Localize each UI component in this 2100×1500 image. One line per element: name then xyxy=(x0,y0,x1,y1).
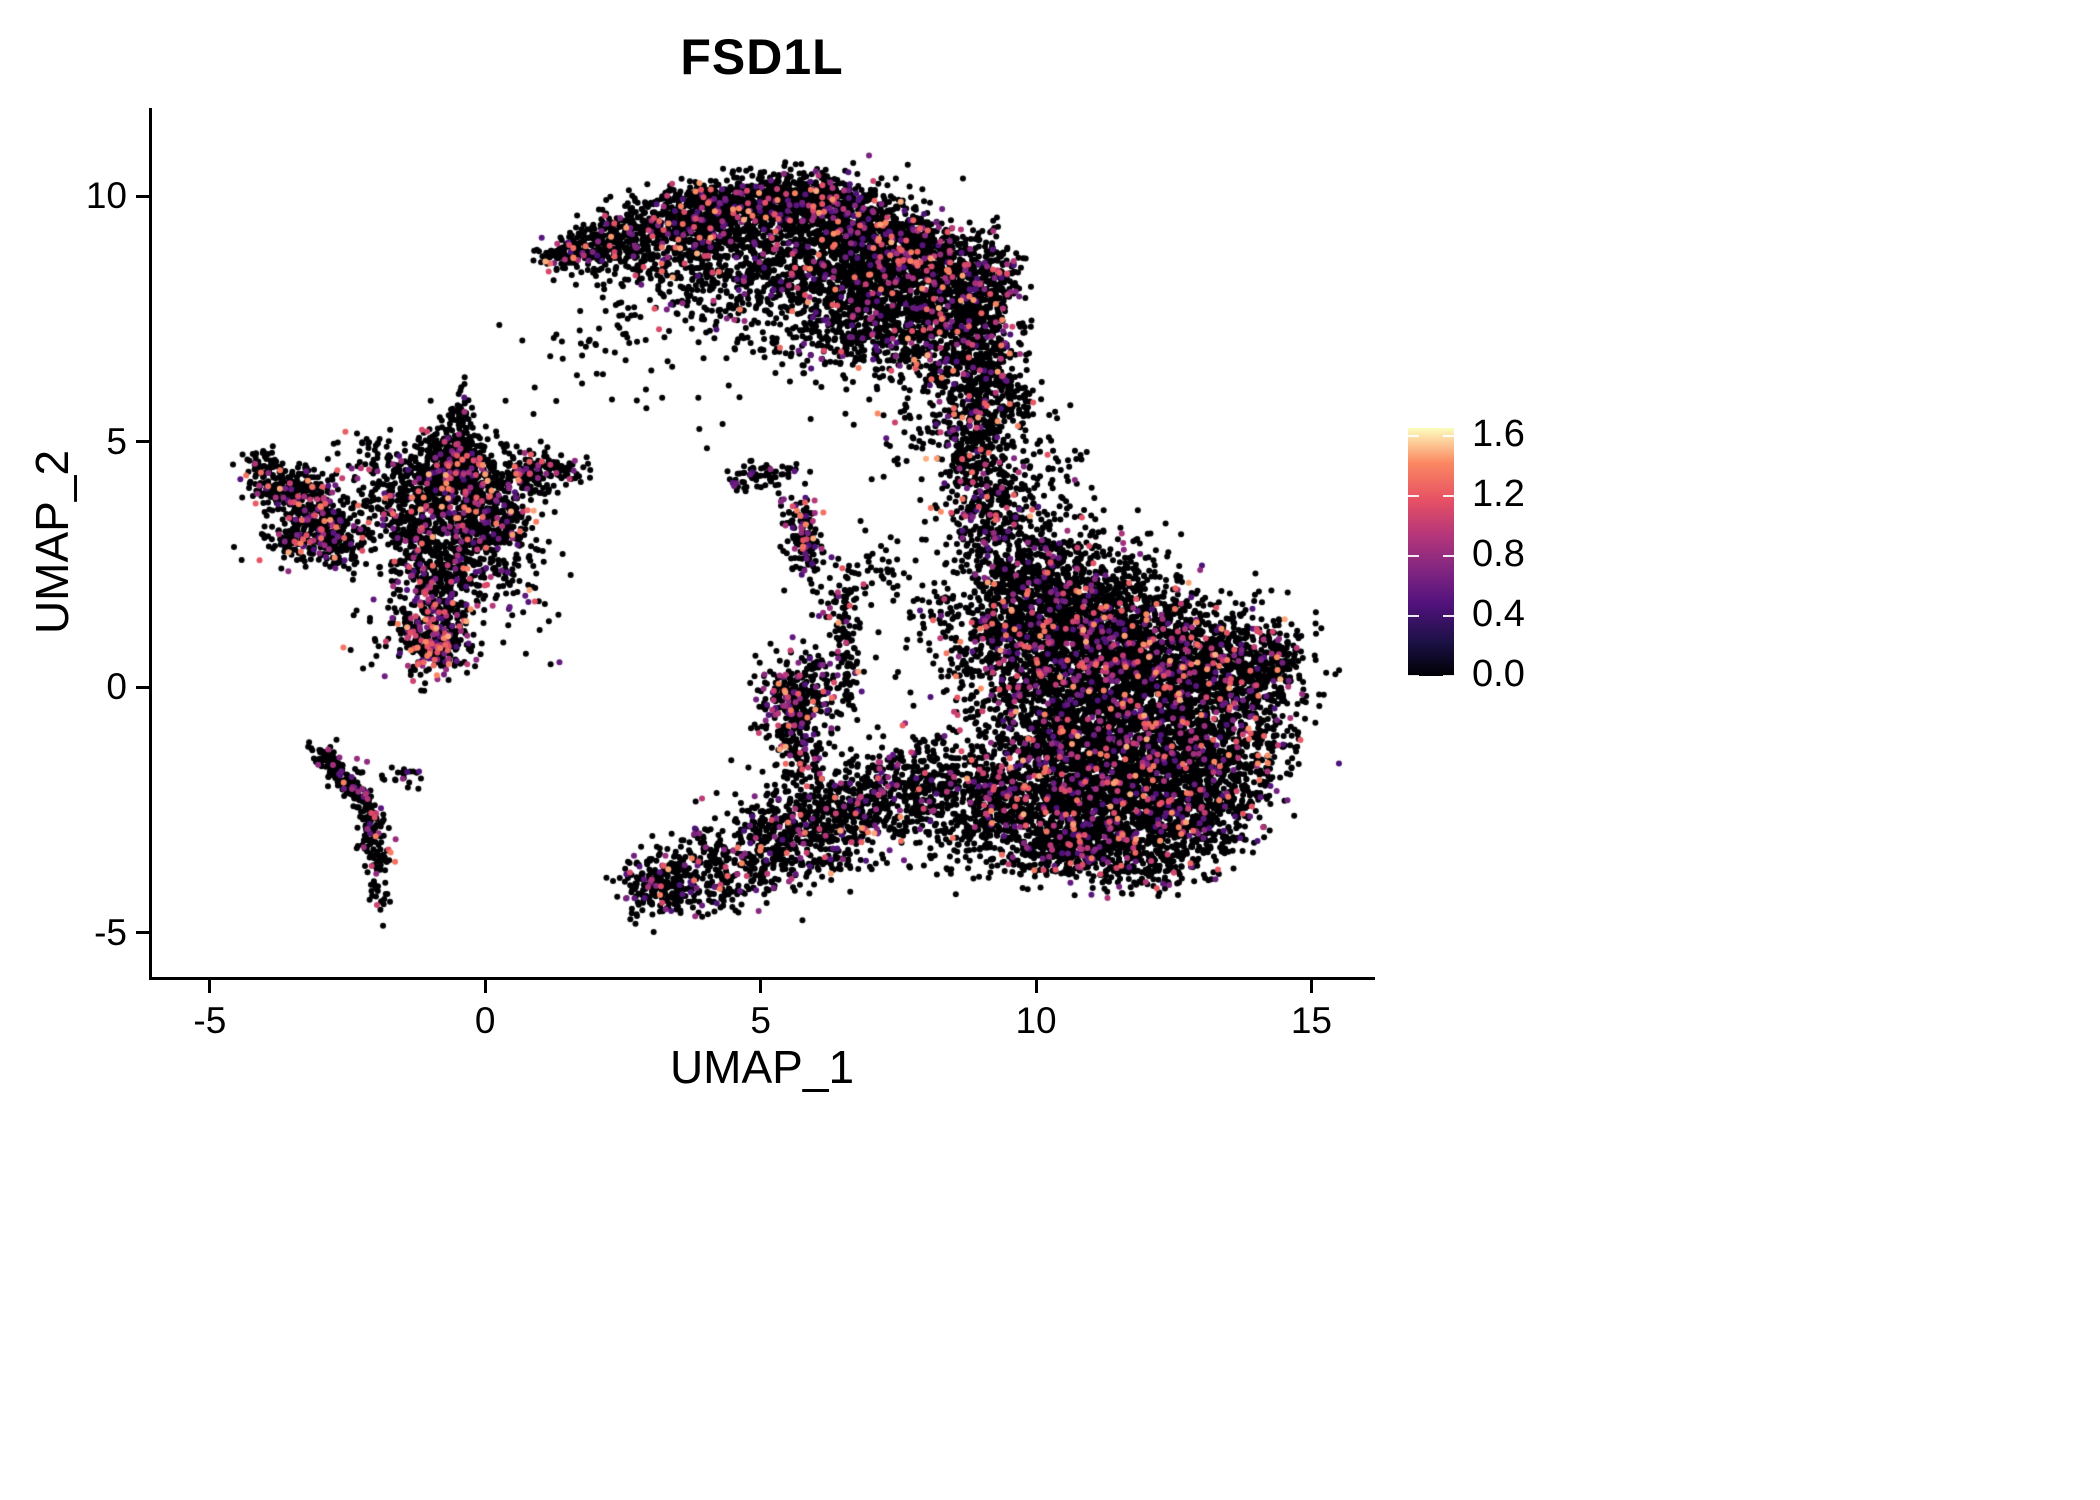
legend-tick-label: 0.0 xyxy=(1472,653,1525,695)
legend-tick-mark xyxy=(1443,614,1454,617)
x-axis-line xyxy=(149,977,1375,980)
x-tick-label: 0 xyxy=(474,1000,496,1041)
y-tick-mark xyxy=(136,685,149,689)
legend-tick-mark xyxy=(1408,494,1419,497)
x-tick-mark xyxy=(483,980,487,993)
y-tick-mark xyxy=(136,931,149,935)
y-tick-label: 5 xyxy=(106,420,127,462)
y-tick-label: 10 xyxy=(85,175,127,217)
legend-tick-label: 1.6 xyxy=(1472,412,1525,455)
x-tick-label: 10 xyxy=(1015,1000,1057,1041)
legend-tick-mark xyxy=(1443,494,1454,497)
x-tick-label: 15 xyxy=(1290,1000,1332,1041)
x-axis-label: UMAP_1 xyxy=(669,1041,855,1093)
legend-tick-mark xyxy=(1408,675,1419,677)
y-tick-label: -5 xyxy=(94,911,127,953)
legend-tick-mark xyxy=(1408,434,1419,437)
legend-tick-mark xyxy=(1408,614,1419,617)
y-tick-mark xyxy=(136,440,149,444)
x-tick-mark xyxy=(1309,980,1313,993)
y-tick-mark xyxy=(136,194,149,198)
legend-tick-label: 0.8 xyxy=(1472,532,1525,575)
x-tick-mark xyxy=(208,980,212,993)
x-tick-label: -5 xyxy=(193,1000,227,1041)
x-tick-label: 5 xyxy=(750,1000,771,1041)
legend-tick-mark xyxy=(1443,554,1454,557)
y-tick-label: 0 xyxy=(106,666,127,708)
legend-tick-label: 1.2 xyxy=(1472,472,1525,515)
umap-scatter-canvas xyxy=(152,108,1372,977)
legend-tick-label: 0.4 xyxy=(1472,592,1525,635)
x-tick-mark xyxy=(1034,980,1038,993)
legend-tick-mark xyxy=(1443,434,1454,437)
legend-tick-mark xyxy=(1443,675,1454,677)
y-axis-line xyxy=(149,108,152,980)
y-axis-label: UMAP_2 xyxy=(26,449,78,635)
x-tick-mark xyxy=(759,980,763,993)
legend-colorbar xyxy=(1408,428,1454,676)
plot-title: FSD1L xyxy=(680,29,844,85)
legend-tick-mark xyxy=(1408,554,1419,557)
